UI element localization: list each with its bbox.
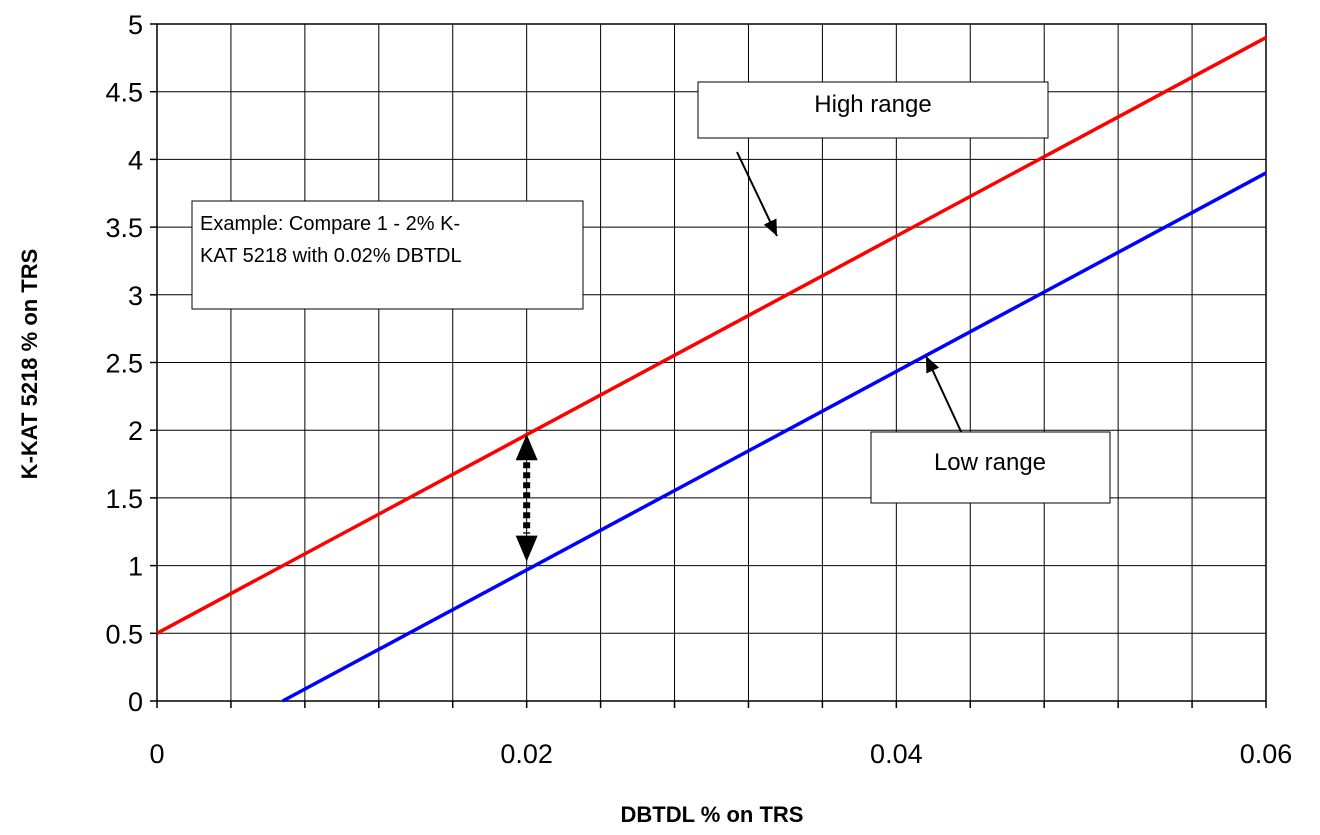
y-tick-label: 3 [128,281,143,311]
high-range-pointer-arrow [736,151,778,237]
high-range-label-box [697,81,1049,139]
comparison-double-arrow [515,434,538,562]
example-note-box [191,200,584,310]
compare-arrowhead-down [515,535,538,562]
y-axis-title: K-KAT 5218 % on TRS [17,249,42,480]
y-tick-label: 2.5 [105,349,143,379]
high-range-label: High range [814,91,931,118]
y-tick-label: 0 [128,687,143,717]
y-tick-label: 4.5 [105,78,143,108]
y-tick-label: 3.5 [105,213,143,243]
x-tick-labels: 0 0.02 0.04 0.06 [149,739,1292,769]
series-line-high-range [156,35,1267,635]
y-tick-label: 1 [128,552,143,582]
compare-arrowhead-up [515,434,538,461]
x-tick-label: 0.02 [500,739,553,769]
example-note-line-2: KAT 5218 with 0.02% DBTDL [200,245,462,267]
x-tick-label: 0.04 [870,739,923,769]
y-tick-label: 5 [128,10,143,40]
series-line-low-range [281,171,1267,703]
series-lines [156,35,1267,703]
y-tick-label: 1.5 [105,484,143,514]
y-tick-label: 2 [128,416,143,446]
example-note-line-1: Example: Compare 1 - 2% K- [200,213,460,235]
y-tick-labels: 0 0.5 1 1.5 2 2.5 3 3.5 4 4.5 5 [105,10,143,717]
axis-tick-marks [150,23,1267,708]
low-range-label: Low range [934,449,1046,476]
x-tick-label: 0.06 [1240,739,1293,769]
callout-arrows [736,151,965,439]
x-axis-title: DBTDL % on TRS [621,802,804,827]
y-tick-label: 0.5 [105,619,143,649]
y-tick-label: 4 [128,145,143,175]
low-range-label-box [870,431,1111,504]
low-range-pointer-arrow [925,355,965,439]
x-tick-label: 0 [149,739,164,769]
